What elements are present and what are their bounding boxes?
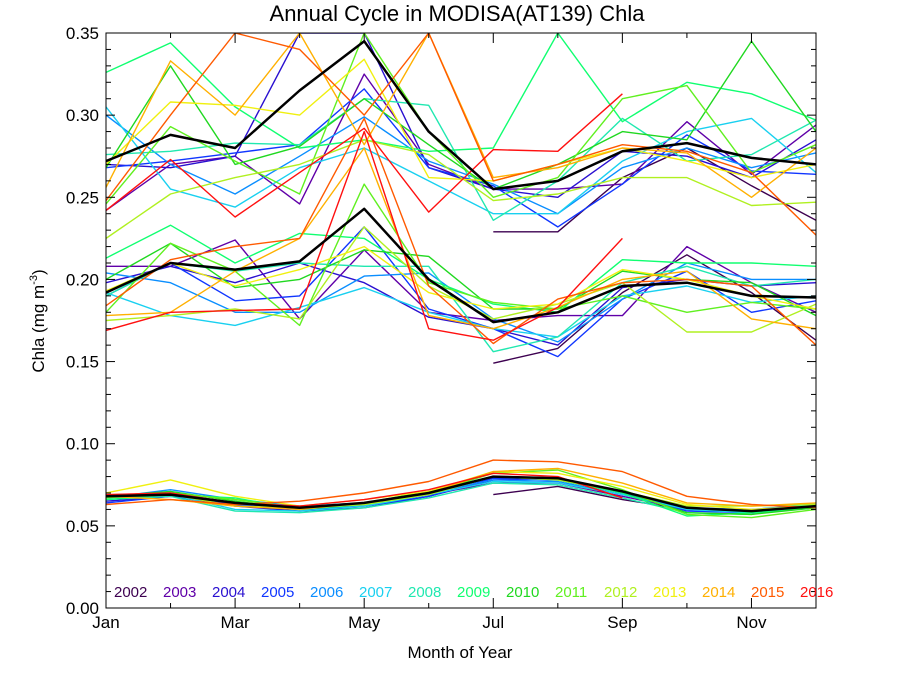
legend-label-2014: 2014 [702,584,735,601]
legend-label-2015: 2015 [751,584,784,601]
legend-label-2012: 2012 [604,584,637,601]
legend-label-2006: 2006 [310,584,343,601]
legend-label-2009: 2009 [457,584,490,601]
legend: 2002 2003 2004 2005 2006 2007 2008 2009 2010 2011… [114,584,833,601]
series-line-2006-middle [106,262,816,343]
series-line-2005-upper [106,88,816,228]
y-axis-label: Chla (mg m-3) [28,269,48,372]
series-line-2002-upper [493,147,816,233]
legend-label-2008: 2008 [408,584,441,601]
series-line-2009-middle [106,224,816,313]
y-tick-label: 0.05 [66,517,99,536]
series-line-2016-middle [106,130,623,341]
series-line-2011-upper [106,33,816,205]
y-tick-label: 0.20 [66,270,99,289]
y-tick-label: 0.15 [66,353,99,372]
series-line-2014-middle [106,147,816,330]
legend-label-2010: 2010 [506,584,539,601]
legend-label-2005: 2005 [261,584,294,601]
series-line-2014-lower [106,467,816,511]
legend-label-2002: 2002 [114,584,147,601]
series-line-2002-middle [493,254,816,364]
x-tick-label: Mar [220,613,250,632]
y-tick-label: 0.10 [66,435,99,454]
series-line-2015-lower [106,459,816,509]
y-axis: 0.00 0.05 0.10 0.15 0.20 0.25 0.30 0.35 [66,24,816,618]
series-line-2004-middle [106,262,816,346]
x-axis: Jan Mar May Jul Sep Nov [92,33,817,632]
series-line-2007-upper [106,106,816,215]
series-line-2013-upper [106,58,816,182]
y-tick-label: 0.25 [66,188,99,207]
series-line-2011-lower [106,469,816,519]
series-line-mean-lower [106,475,816,513]
series-line-2016-upper [106,93,623,218]
series-line-2003-middle [106,239,816,322]
series-line-2012-upper [106,139,816,239]
x-tick-label: May [348,613,381,632]
series-line-2015-upper [106,33,816,236]
legend-label-2003: 2003 [163,584,196,601]
series-line-2005-middle [106,226,816,358]
series-line-2012-middle [106,226,816,333]
series-line-mean-upper [106,39,816,191]
x-tick-label: Jan [92,613,119,632]
y-tick-label: 0.00 [66,599,99,618]
plot-lines [106,33,816,519]
x-tick-label: Sep [607,613,637,632]
series-line-2015-middle [106,117,816,346]
series-line-2010-upper [106,40,816,190]
chart-title: Annual Cycle in MODISA(AT139) Chla [270,1,646,26]
legend-label-2007: 2007 [359,584,392,601]
legend-label-2016: 2016 [800,584,833,601]
y-tick-label: 0.30 [66,106,99,125]
series-line-2007-lower [106,480,816,514]
x-tick-label: Nov [736,613,767,632]
x-tick-label: Jul [482,613,504,632]
legend-label-2013: 2013 [653,584,686,601]
series-line-mean-middle [106,207,816,324]
y-tick-label: 0.35 [66,24,99,43]
series-line-2011-middle [106,183,816,327]
x-axis-label: Month of Year [408,643,513,662]
series-line-2008-middle [106,262,816,353]
legend-label-2011: 2011 [555,584,587,601]
series-line-2006-upper [106,114,816,215]
legend-label-2004: 2004 [212,584,245,601]
series-line-2009-upper [106,33,816,152]
series-line-2010-middle [106,242,816,317]
series-line-2007-middle [106,285,816,338]
plot-frame [105,32,817,609]
